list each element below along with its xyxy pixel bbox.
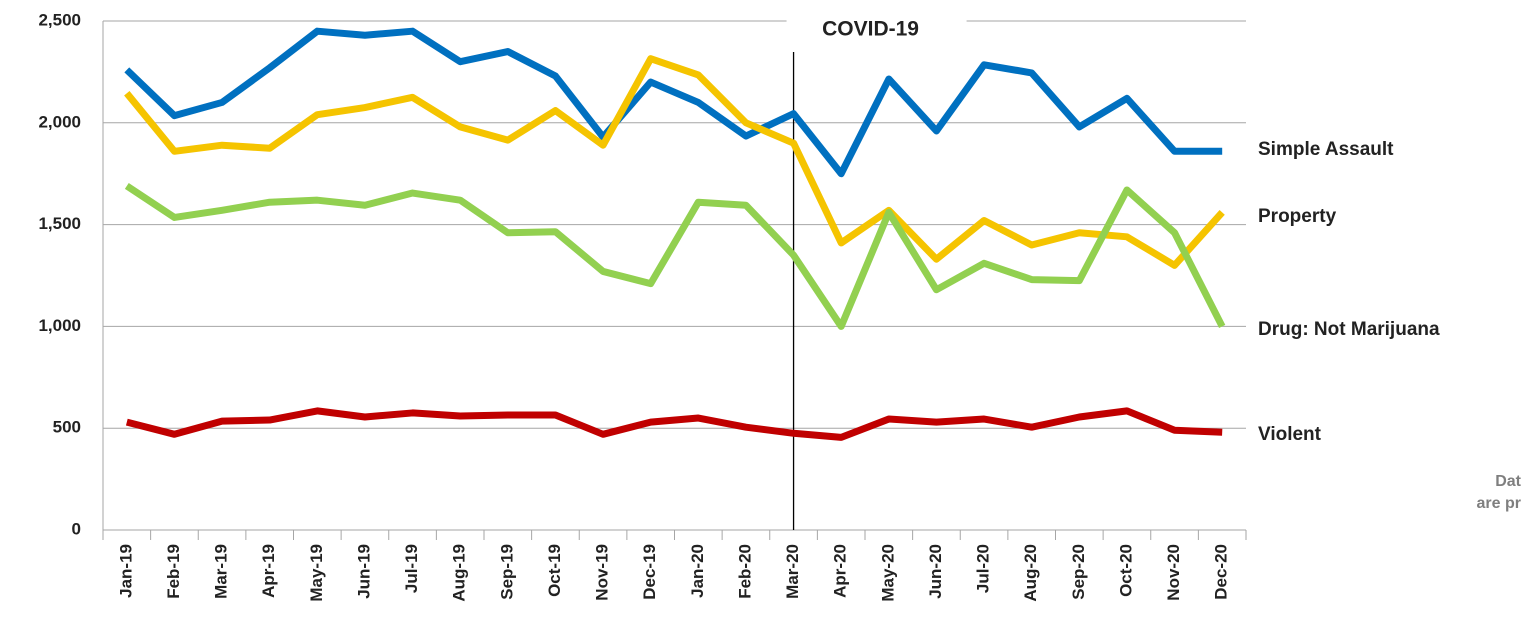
- series-label: Violent: [1258, 424, 1322, 445]
- x-tick-label: Jul-20: [974, 544, 993, 593]
- y-tick-label: 1,000: [38, 316, 81, 335]
- series-line: [124, 27, 1223, 178]
- x-tick-label: Dec-20: [1212, 544, 1231, 600]
- x-tick-label: Jan-19: [116, 544, 135, 598]
- note: Dat: [1495, 473, 1521, 490]
- x-tick-label: Sep-19: [497, 544, 516, 600]
- annotation: COVID-19: [822, 18, 919, 41]
- series-line: [124, 182, 1226, 330]
- x-tick-label: Jan-20: [688, 544, 707, 598]
- x-tick-label: May-19: [307, 544, 326, 602]
- x-tick-label: Apr-19: [259, 544, 278, 598]
- x-tick-label: Dec-19: [640, 544, 659, 600]
- y-tick-label: 1,500: [38, 214, 81, 233]
- x-tick-label: Jun-20: [926, 544, 945, 599]
- x-tick-label: Aug-19: [450, 544, 469, 602]
- x-tick-label: Apr-20: [831, 544, 850, 598]
- x-tick-label: Sep-20: [1069, 544, 1088, 600]
- annotation-bg: [786, 10, 967, 42]
- x-tick-label: May-20: [878, 544, 897, 602]
- y-tick-label: 2,500: [38, 10, 81, 29]
- y-tick-label: 500: [53, 418, 81, 437]
- x-tick-label: Feb-19: [164, 544, 183, 599]
- x-tick-label: Feb-20: [735, 544, 754, 599]
- x-tick-label: Aug-20: [1021, 544, 1040, 602]
- series-label: Property: [1258, 206, 1337, 227]
- x-tick-label: Jul-19: [402, 544, 421, 593]
- x-tick-label: Oct-20: [1116, 544, 1135, 597]
- x-tick-label: Nov-20: [1164, 544, 1183, 601]
- y-tick-label: 0: [72, 519, 81, 538]
- x-tick-label: Oct-19: [545, 544, 564, 597]
- series-label: Simple Assault: [1258, 139, 1394, 160]
- x-tick-label: Nov-19: [593, 544, 612, 601]
- x-tick-label: Jun-19: [354, 544, 373, 599]
- note: are pr: [1477, 495, 1521, 512]
- series-line: [125, 407, 1223, 441]
- series-label: Drug: Not Marijuana: [1258, 319, 1440, 340]
- x-tick-label: Mar-20: [783, 544, 802, 599]
- y-tick-label: 2,000: [38, 112, 81, 131]
- series-line: [124, 55, 1225, 269]
- x-tick-label: Mar-19: [212, 544, 231, 599]
